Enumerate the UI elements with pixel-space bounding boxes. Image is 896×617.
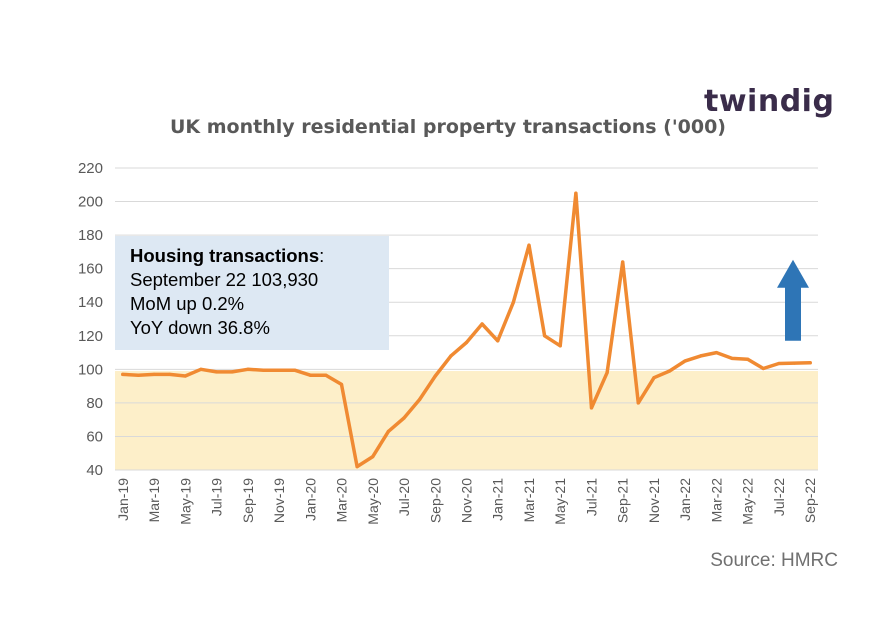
x-tick-label: May-22 (740, 478, 756, 525)
chart-title: UK monthly residential property transact… (169, 116, 726, 138)
data-point (277, 368, 281, 372)
data-point (136, 373, 141, 377)
data-point (324, 373, 328, 377)
data-point (558, 344, 562, 348)
data-point (261, 368, 266, 372)
x-tick-label: May-21 (552, 478, 568, 525)
data-point (386, 429, 390, 434)
data-point (792, 361, 797, 365)
shaded-band (115, 371, 818, 470)
x-axis-ticks: Jan-19 Mar-19 May-19 Jul-19 Sep-19 Nov-19 Jan-… (115, 478, 818, 525)
info-box-heading-suffix: : (319, 245, 325, 266)
y-tick-label: 60 (86, 428, 103, 445)
x-tick-label: May-19 (177, 478, 193, 525)
data-point (699, 354, 703, 358)
y-tick-label: 200 (78, 194, 103, 211)
data-point (605, 371, 609, 375)
data-point (652, 376, 656, 380)
data-point (449, 354, 453, 358)
y-tick-label: 40 (86, 462, 103, 479)
x-tick-label: Sep-21 (615, 478, 631, 523)
data-point (683, 359, 687, 363)
x-tick-label: Jan-19 (115, 478, 131, 521)
series-layer (121, 191, 812, 469)
data-point (230, 370, 234, 374)
info-box-heading: Housing transactions (130, 245, 320, 266)
x-tick-label: Jul-20 (396, 478, 412, 516)
x-tick-label: Jul-22 (771, 478, 787, 516)
gridlines (115, 167, 818, 471)
data-point (621, 260, 625, 264)
x-tick-label: Mar-21 (521, 478, 537, 523)
data-point (183, 374, 187, 378)
data-point (714, 350, 719, 355)
data-point (168, 372, 172, 376)
x-tick-label: Nov-21 (646, 478, 662, 523)
x-tick-label: Sep-22 (802, 478, 818, 523)
data-point (543, 334, 547, 338)
data-point (511, 300, 515, 304)
x-tick-label: Jan-20 (302, 478, 318, 521)
data-point (339, 382, 344, 387)
data-point (246, 367, 250, 371)
info-box: Housing transactions: September 22 103,9… (115, 236, 389, 350)
data-point (402, 416, 406, 420)
info-box-line-1: September 22 103,930 (130, 269, 319, 290)
twindig-logo: twindig (704, 84, 835, 119)
data-point (308, 373, 312, 377)
data-point (121, 372, 125, 376)
data-point (464, 340, 469, 345)
data-point (152, 372, 156, 376)
data-point (589, 406, 594, 410)
y-tick-label: 100 (78, 361, 103, 378)
info-box-line-2: MoM up 0.2% (130, 293, 245, 314)
source-note: Source: HMRC (710, 550, 838, 571)
data-point (293, 368, 297, 372)
data-point (433, 374, 437, 378)
data-point (418, 397, 422, 402)
data-point (667, 369, 672, 373)
x-tick-label: Sep-19 (240, 478, 256, 523)
x-tick-label: Sep-20 (427, 478, 443, 523)
x-tick-label: Mar-22 (708, 478, 724, 523)
data-point (199, 367, 203, 371)
x-tick-label: May-20 (365, 478, 381, 525)
x-tick-label: Mar-20 (334, 478, 350, 523)
data-point (480, 322, 484, 326)
x-tick-label: Jan-21 (490, 478, 506, 521)
y-tick-label: 220 (78, 160, 103, 177)
y-tick-label: 140 (78, 294, 103, 311)
data-point (214, 370, 219, 374)
x-tick-label: Jul-21 (583, 478, 599, 516)
data-point (746, 357, 750, 361)
info-box-line-3: YoY down 36.8% (130, 317, 270, 338)
y-tick-label: 120 (78, 328, 103, 345)
data-point (777, 361, 781, 366)
data-point (355, 465, 359, 469)
data-point (371, 454, 375, 459)
data-point (636, 401, 640, 405)
up-arrow-icon (777, 259, 809, 341)
data-point (496, 339, 500, 343)
y-axis-ticks: 40 60 80 100 120 140 160 180 200 220 (78, 160, 103, 479)
x-tick-label: Jul-19 (209, 478, 225, 516)
x-tick-label: Nov-20 (459, 478, 475, 523)
y-tick-label: 80 (86, 395, 103, 412)
x-tick-label: Jan-22 (677, 478, 693, 521)
x-tick-label: Nov-19 (271, 478, 287, 523)
data-point (761, 366, 765, 371)
y-tick-label: 160 (78, 261, 103, 278)
x-tick-label: Mar-19 (146, 478, 162, 523)
y-tick-label: 180 (78, 227, 103, 244)
data-point (574, 191, 578, 195)
data-point (730, 356, 734, 361)
data-point (808, 361, 812, 365)
data-point (527, 243, 531, 247)
